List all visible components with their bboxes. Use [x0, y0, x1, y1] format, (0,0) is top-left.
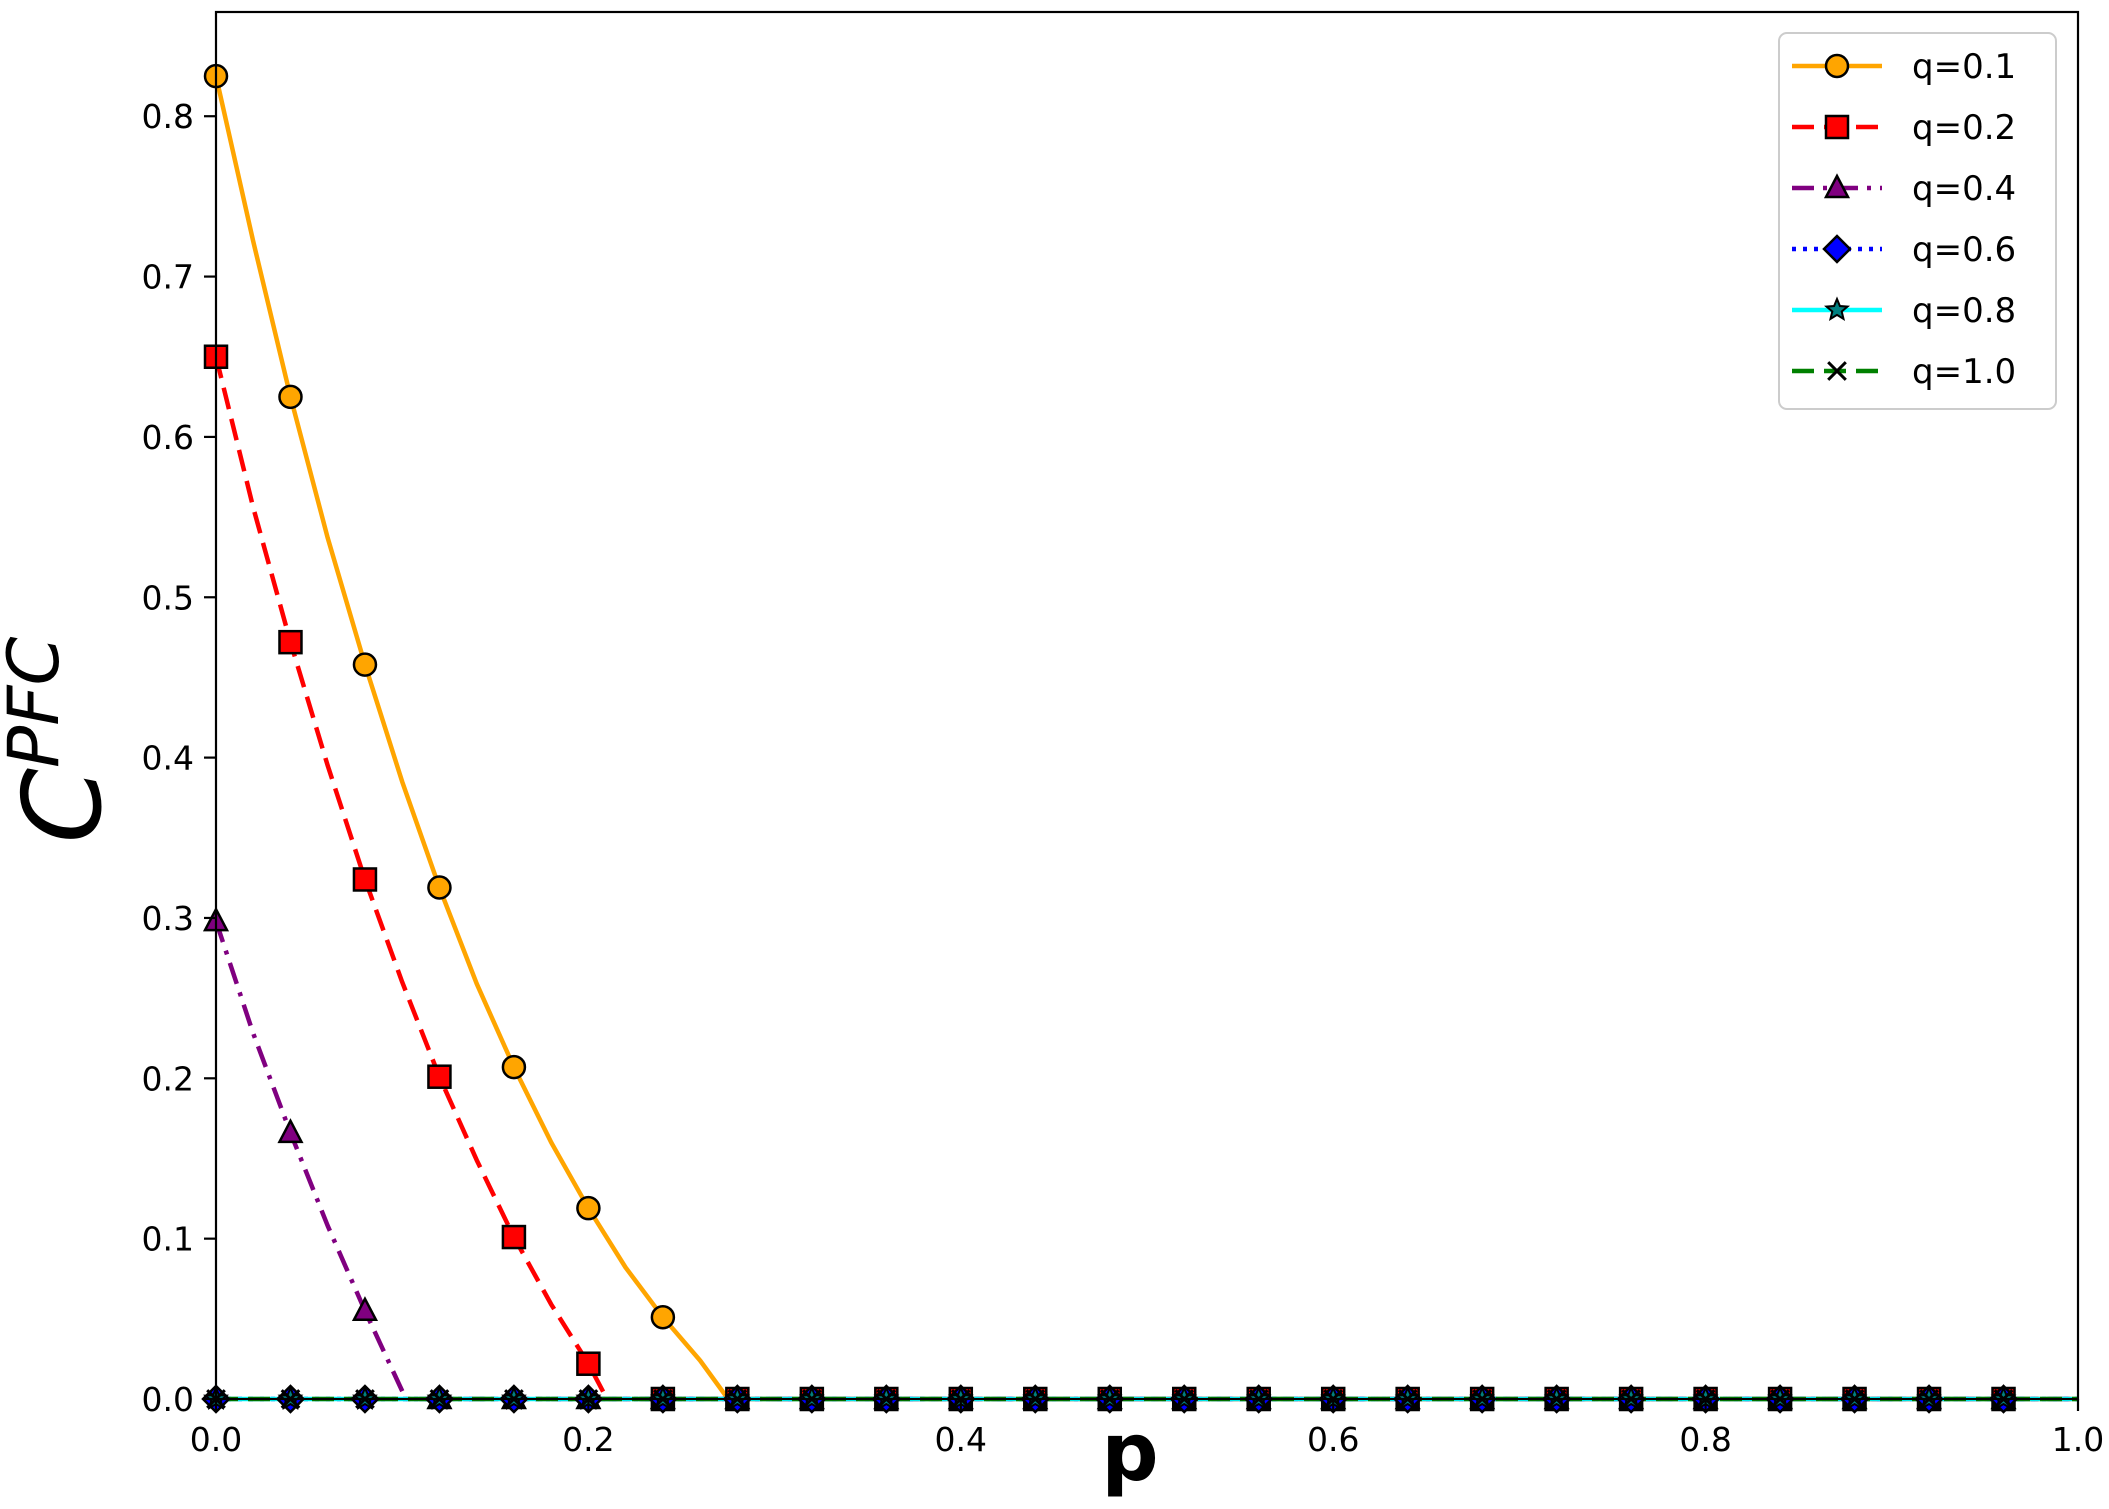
legend-items: q=0.1 q=0.2 q=0.4 q=0.6 q=0.8 q=1.0: [1792, 47, 2016, 392]
legend-item: q=0.8: [1792, 291, 2016, 331]
x-tick-label: 0.2: [562, 1420, 614, 1459]
legend-marker: [1827, 361, 1847, 381]
y-tick-label: 0.7: [142, 258, 194, 297]
y-axis-ticks: 0.0 0.1 0.2 0.3 0.4 0.5 0.6 0.7 0.8: [142, 97, 216, 1419]
series-1-point: [650, 1304, 676, 1330]
x-tick-label: 0.6: [1307, 1420, 1359, 1459]
series-2-point: [501, 1224, 527, 1250]
x-tick-label: 1.0: [2052, 1420, 2104, 1459]
series-2-point: [576, 1351, 601, 1376]
series-1-point: [576, 1195, 601, 1221]
svg-text:CPFC: CPFC: [0, 636, 126, 843]
legend-marker: [1823, 296, 1851, 322]
legend-item: q=1.0: [1792, 352, 2016, 392]
x-tick-label: 0.0: [190, 1420, 242, 1459]
legend-marker: [1823, 173, 1851, 199]
legend-label: q=0.4: [1912, 169, 2016, 209]
legend-item: q=0.6: [1792, 230, 2016, 270]
series-1-point: [278, 384, 303, 410]
series-1-point: [352, 652, 378, 677]
y-axis-label-base: C: [1, 767, 126, 843]
series-3-point: [277, 1118, 304, 1144]
series-2-point: [427, 1064, 452, 1089]
legend-label: q=0.8: [1912, 291, 2016, 331]
y-tick-label: 0.4: [142, 739, 194, 778]
series-2-point: [278, 629, 303, 655]
x-axis-ticks: 0.0 0.2 0.4 0.6 0.8 1.0: [190, 1399, 2104, 1459]
series-line-3: [213, 920, 2078, 1402]
y-tick-label: 0.3: [142, 899, 194, 938]
legend-item: q=0.1: [1792, 47, 2016, 87]
y-axis-label: CPFC: [0, 636, 126, 843]
legend-label: q=1.0: [1912, 352, 2016, 392]
axes-frame: [214, 10, 2080, 1401]
y-axis-label-sup: PFC: [0, 636, 75, 767]
series-2-point: [352, 867, 378, 892]
y-tick-label: 0.2: [142, 1059, 194, 1098]
x-tick-label: 0.8: [1679, 1420, 1731, 1459]
legend-item: q=0.4: [1792, 169, 2016, 209]
legend-marker: [1822, 234, 1852, 264]
y-tick-label: 0.5: [142, 578, 194, 617]
series-1-point: [501, 1054, 527, 1080]
x-tick-label: 0.4: [935, 1420, 987, 1459]
x-axis-label: p: [1101, 1406, 1158, 1499]
series-line-1: [213, 75, 2078, 1402]
series-1-point: [427, 875, 452, 900]
legend-label: q=0.1: [1912, 47, 2016, 87]
legend-marker: [1824, 53, 1850, 79]
series-3-point: [351, 1296, 379, 1322]
legend: q=0.1 q=0.2 q=0.4 q=0.6 q=0.8 q=1.0: [1778, 32, 2057, 410]
y-tick-label: 0.6: [142, 418, 194, 457]
y-tick-label: 0.8: [142, 97, 194, 136]
y-tick-label: 0.1: [142, 1220, 194, 1259]
legend-label: q=0.2: [1912, 108, 2016, 148]
legend-marker: [1824, 114, 1850, 140]
legend-item: q=0.2: [1792, 108, 2016, 148]
y-tick-label: 0.0: [142, 1380, 194, 1419]
legend-label: q=0.6: [1912, 230, 2016, 270]
